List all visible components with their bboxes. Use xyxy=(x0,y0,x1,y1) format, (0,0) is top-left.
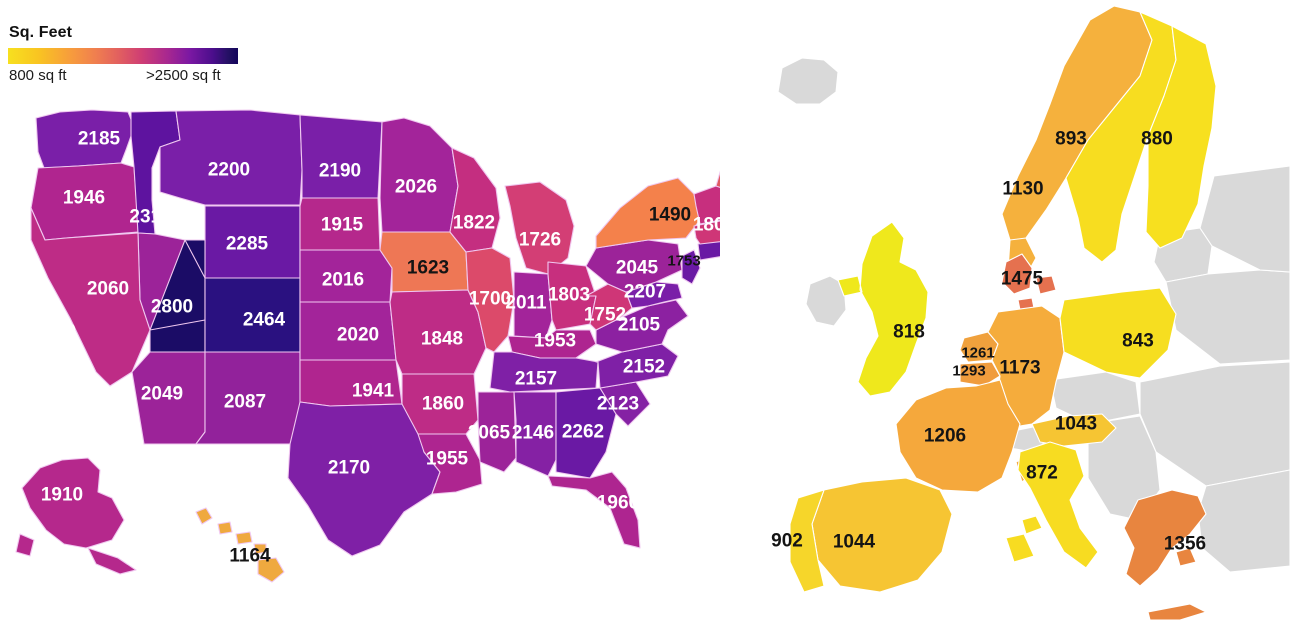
legend-title: Sq. Feet xyxy=(9,24,73,41)
region-MS[interactable] xyxy=(477,391,517,473)
region-MD[interactable] xyxy=(625,281,683,309)
region-PL[interactable] xyxy=(1059,287,1177,379)
region-LA[interactable] xyxy=(417,433,483,495)
region-WI[interactable] xyxy=(449,147,501,253)
region-OK[interactable] xyxy=(299,359,403,407)
europe-map-panel xyxy=(720,0,1290,634)
legend: Sq. Feet 800 sq ft >2500 sq ft xyxy=(6,24,242,89)
region-BE[interactable] xyxy=(959,361,1001,387)
region-PT[interactable] xyxy=(789,489,825,593)
region-FI[interactable] xyxy=(1145,25,1217,249)
region-IS-nodata xyxy=(777,57,839,105)
region-IE-nodata xyxy=(805,275,847,327)
region-SE-nodata xyxy=(1139,361,1290,487)
region-ME[interactable] xyxy=(715,128,720,196)
europe-map-svg xyxy=(777,5,1290,621)
region-CO[interactable] xyxy=(204,277,301,353)
region-OR[interactable] xyxy=(30,162,139,241)
region-TN[interactable] xyxy=(489,351,599,393)
region-SD[interactable] xyxy=(299,197,381,251)
region-IL[interactable] xyxy=(465,247,515,353)
region-IN[interactable] xyxy=(513,271,553,339)
region-AT[interactable] xyxy=(1031,413,1117,447)
region-MI[interactable] xyxy=(504,181,575,275)
legend-color-ramp xyxy=(8,47,238,64)
us-regions xyxy=(15,109,720,583)
region-ND[interactable] xyxy=(299,114,383,199)
region-NE[interactable] xyxy=(299,249,393,303)
legend-max-label: >2500 sq ft xyxy=(146,66,221,84)
region-RU-north-nodata xyxy=(1199,165,1290,273)
region-NY[interactable] xyxy=(595,177,701,249)
region-PA[interactable] xyxy=(585,239,683,293)
us-map-svg xyxy=(15,109,720,583)
legend-min-label: 800 sq ft xyxy=(9,66,67,84)
region-WY[interactable] xyxy=(204,205,301,279)
region-NC[interactable] xyxy=(595,343,679,389)
region-MN[interactable] xyxy=(379,117,459,233)
region-AZ[interactable] xyxy=(131,351,206,445)
region-FL[interactable] xyxy=(547,471,641,549)
region-IA[interactable] xyxy=(379,231,469,293)
region-IT[interactable] xyxy=(1005,441,1099,569)
region-AK[interactable] xyxy=(15,457,137,575)
region-MO[interactable] xyxy=(389,289,487,375)
region-GR[interactable] xyxy=(1123,489,1207,621)
region-AL[interactable] xyxy=(513,391,557,477)
region-WA[interactable] xyxy=(35,109,134,169)
region-AR[interactable] xyxy=(401,373,479,435)
region-NM[interactable] xyxy=(195,351,301,445)
region-GB[interactable] xyxy=(837,221,929,397)
region-NJ[interactable] xyxy=(681,249,701,285)
legend-labels: 800 sq ft >2500 sq ft xyxy=(6,67,242,89)
region-TR-nodata xyxy=(1197,469,1290,573)
region-GA[interactable] xyxy=(555,387,617,479)
us-map-panel xyxy=(15,109,720,583)
region-EAST-nodata xyxy=(1165,269,1290,365)
eu-regions xyxy=(789,5,1217,621)
region-ES[interactable] xyxy=(811,477,953,593)
region-HI[interactable] xyxy=(195,507,285,583)
region-MT[interactable] xyxy=(159,109,303,206)
eu-nodata-regions xyxy=(777,57,1290,573)
region-OH[interactable] xyxy=(547,261,597,331)
region-VA[interactable] xyxy=(595,299,689,353)
region-KS[interactable] xyxy=(299,301,397,361)
region-MA[interactable] xyxy=(693,220,720,245)
